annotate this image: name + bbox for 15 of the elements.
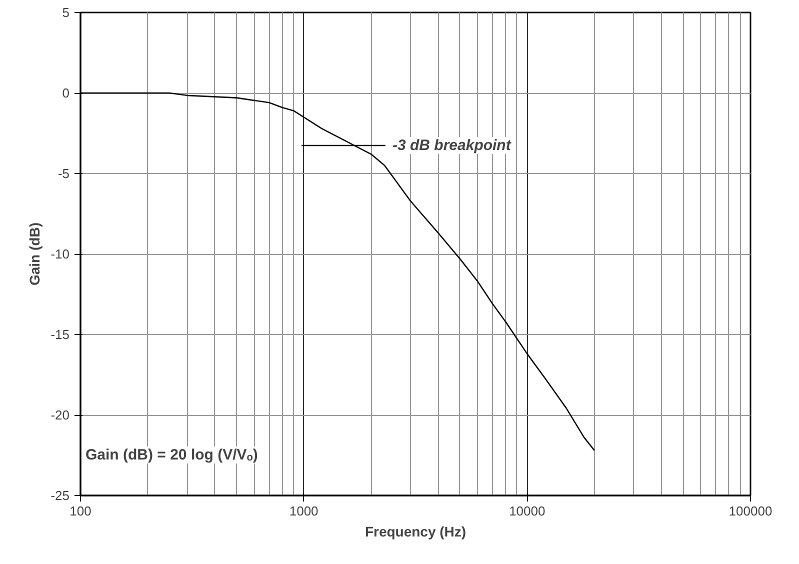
y-tick-label: -5 xyxy=(58,166,70,181)
y-tick-label: -25 xyxy=(50,488,70,503)
x-tick-label: 100 xyxy=(70,504,92,518)
y-tick-label: -20 xyxy=(50,408,70,422)
x-axis-title: Frequency (Hz) xyxy=(364,524,466,540)
x-tick-label: 100000 xyxy=(728,504,772,518)
y-tick-label: -15 xyxy=(50,327,70,342)
y-axis-title: Gain (dB) xyxy=(26,222,43,286)
y-tick-label: 5 xyxy=(62,5,70,20)
x-tick-label: 10000 xyxy=(509,504,546,518)
y-tick-label: 0 xyxy=(62,86,70,100)
annotation: -3 dB breakpoint xyxy=(392,137,512,154)
annotation: Gain (dB) = 20 log (V/Vₒ) xyxy=(86,446,258,464)
x-tick-label: 1000 xyxy=(289,504,318,518)
y-tick-label: -10 xyxy=(50,246,70,262)
